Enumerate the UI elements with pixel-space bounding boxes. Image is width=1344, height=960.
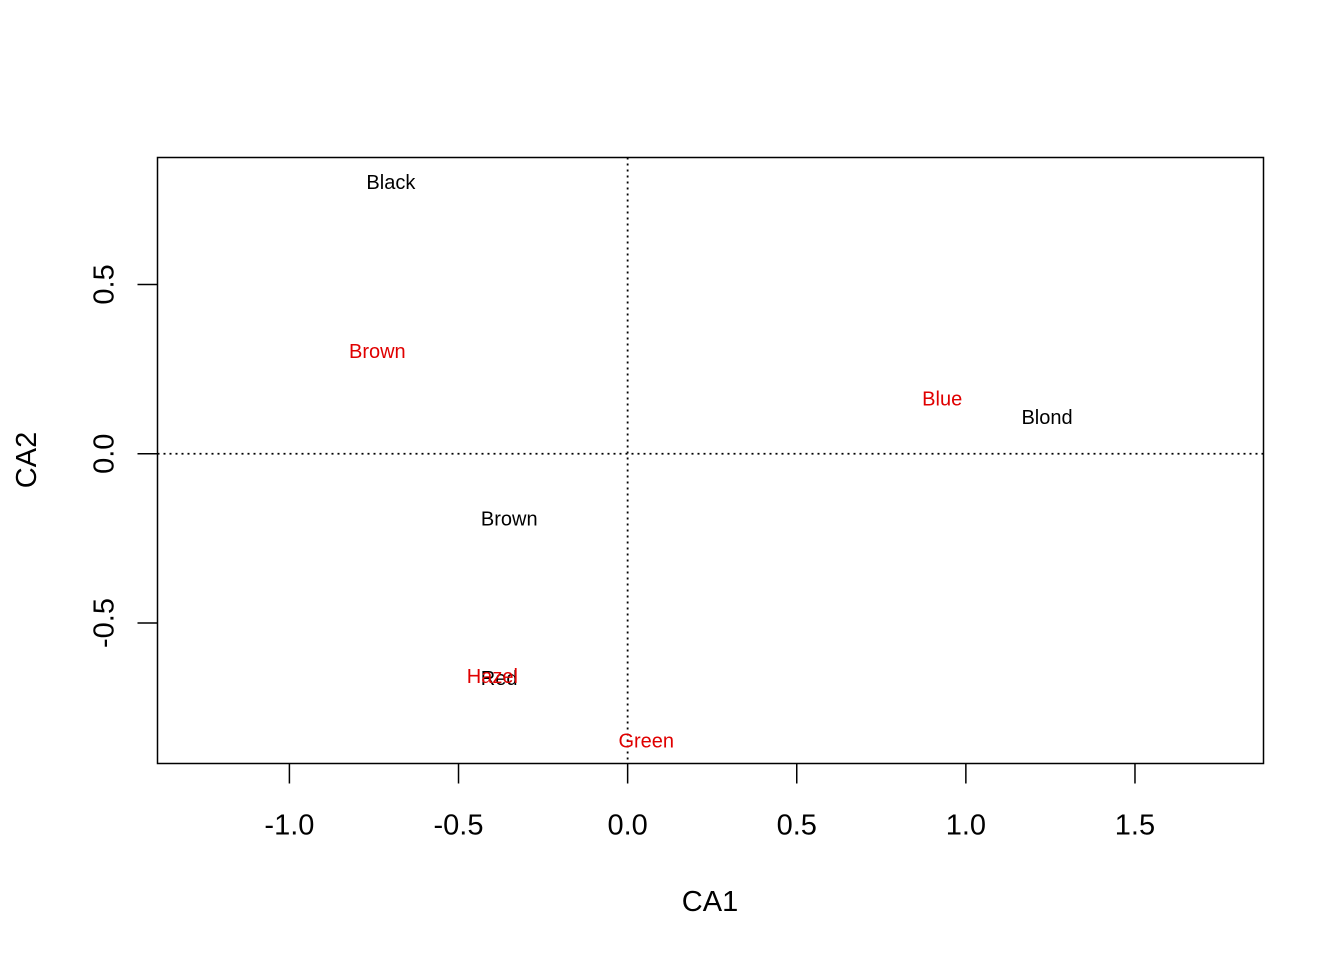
- x-tick-label: 0.5: [777, 810, 817, 842]
- plot-frame: [156, 156, 1265, 765]
- point-label-brown-column: Brown: [349, 341, 406, 363]
- x-axis-title: CA1: [682, 886, 738, 918]
- point-label-blue-column: Blue: [922, 389, 962, 411]
- x-tick-label: 0.0: [607, 810, 647, 842]
- point-label-red-row: Red: [481, 668, 518, 690]
- point-labels: Black Brown Red Blond Brown Blue Hazel Green: [349, 172, 1073, 753]
- x-tick-label: 1.5: [1115, 810, 1155, 842]
- point-label-green-column: Green: [618, 730, 674, 752]
- y-tick-label: 0.5: [89, 264, 121, 304]
- x-tick-label: 1.0: [946, 810, 986, 842]
- y-axis-title: CA2: [11, 432, 43, 488]
- y-tick-label: 0.0: [89, 434, 121, 474]
- x-tick-label: -1.0: [264, 810, 314, 842]
- reference-lines: [157, 157, 1264, 764]
- point-label-brown-row: Brown: [481, 509, 538, 531]
- point-label-black-row: Black: [366, 172, 416, 194]
- y-tick-label: -0.5: [89, 598, 121, 648]
- point-label-hazel-column: Hazel: [467, 666, 518, 688]
- x-tick-label: -0.5: [434, 810, 484, 842]
- x-axis: -1.0 -0.5 0.0 0.5 1.0 1.5: [264, 763, 1155, 842]
- y-axis: -0.5 0.0 0.5: [89, 264, 158, 648]
- point-label-blond-row: Blond: [1021, 407, 1072, 429]
